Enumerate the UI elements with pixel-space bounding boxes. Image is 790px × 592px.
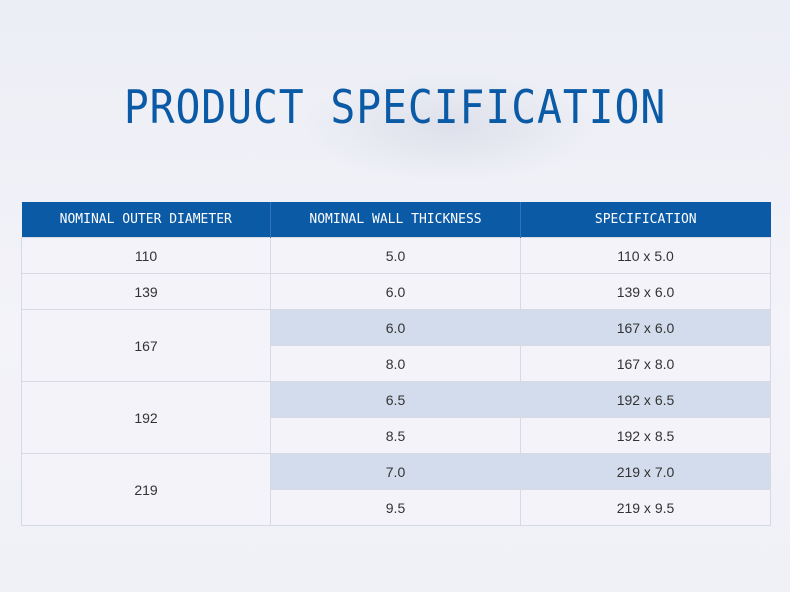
diameter-cell: 167 — [21, 309, 271, 382]
spec-cell: 192 x 8.5 — [520, 417, 771, 454]
thickness-cell: 5.0 — [270, 237, 521, 274]
spec-cell: 110 x 5.0 — [520, 237, 771, 274]
diameter-cell: 219 — [21, 453, 271, 526]
spec-cell: 139 x 6.0 — [520, 273, 771, 310]
thickness-cell: 8.5 — [270, 417, 521, 454]
table-row: 8.0 167 x 8.0 — [22, 345, 771, 382]
table-row: 9.5 219 x 9.5 — [22, 489, 771, 526]
diameter-cell: 139 — [21, 273, 271, 310]
specification-table: NOMINAL OUTER DIAMETER NOMINAL WALL THIC… — [21, 202, 771, 526]
spec-cell: 167 x 6.0 — [520, 309, 771, 346]
spec-cell: 192 x 6.5 — [520, 381, 771, 418]
thickness-cell: 6.5 — [270, 381, 521, 418]
diameter-cell: 192 — [21, 381, 271, 454]
page-title: PRODUCT SPECIFICATION — [123, 80, 667, 134]
spec-cell: 219 x 7.0 — [520, 453, 771, 490]
header-specification: SPECIFICATION — [520, 202, 771, 238]
table-header-row: NOMINAL OUTER DIAMETER NOMINAL WALL THIC… — [21, 202, 771, 238]
thickness-cell: 6.0 — [270, 309, 521, 346]
table-row: 192 6.5 192 x 6.5 — [21, 381, 771, 454]
table-row: 8.5 192 x 8.5 — [22, 417, 771, 454]
thickness-cell: 9.5 — [270, 489, 521, 526]
diameter-cell: 110 — [21, 237, 271, 274]
table-row: 139 6.0 139 x 6.0 — [21, 273, 771, 310]
thickness-cell: 8.0 — [270, 345, 521, 382]
table-row: 219 7.0 219 x 7.0 — [21, 453, 771, 526]
table-row: 167 6.0 167 x 6.0 — [21, 309, 771, 382]
thickness-cell: 6.0 — [270, 273, 521, 310]
spec-cell: 167 x 8.0 — [520, 345, 771, 382]
background-watermark — [300, 72, 600, 182]
spec-cell: 219 x 9.5 — [520, 489, 771, 526]
header-wall-thickness: NOMINAL WALL THICKNESS — [270, 202, 521, 238]
thickness-cell: 7.0 — [270, 453, 521, 490]
table-row: 110 5.0 110 x 5.0 — [21, 237, 771, 274]
header-outer-diameter: NOMINAL OUTER DIAMETER — [21, 202, 271, 238]
